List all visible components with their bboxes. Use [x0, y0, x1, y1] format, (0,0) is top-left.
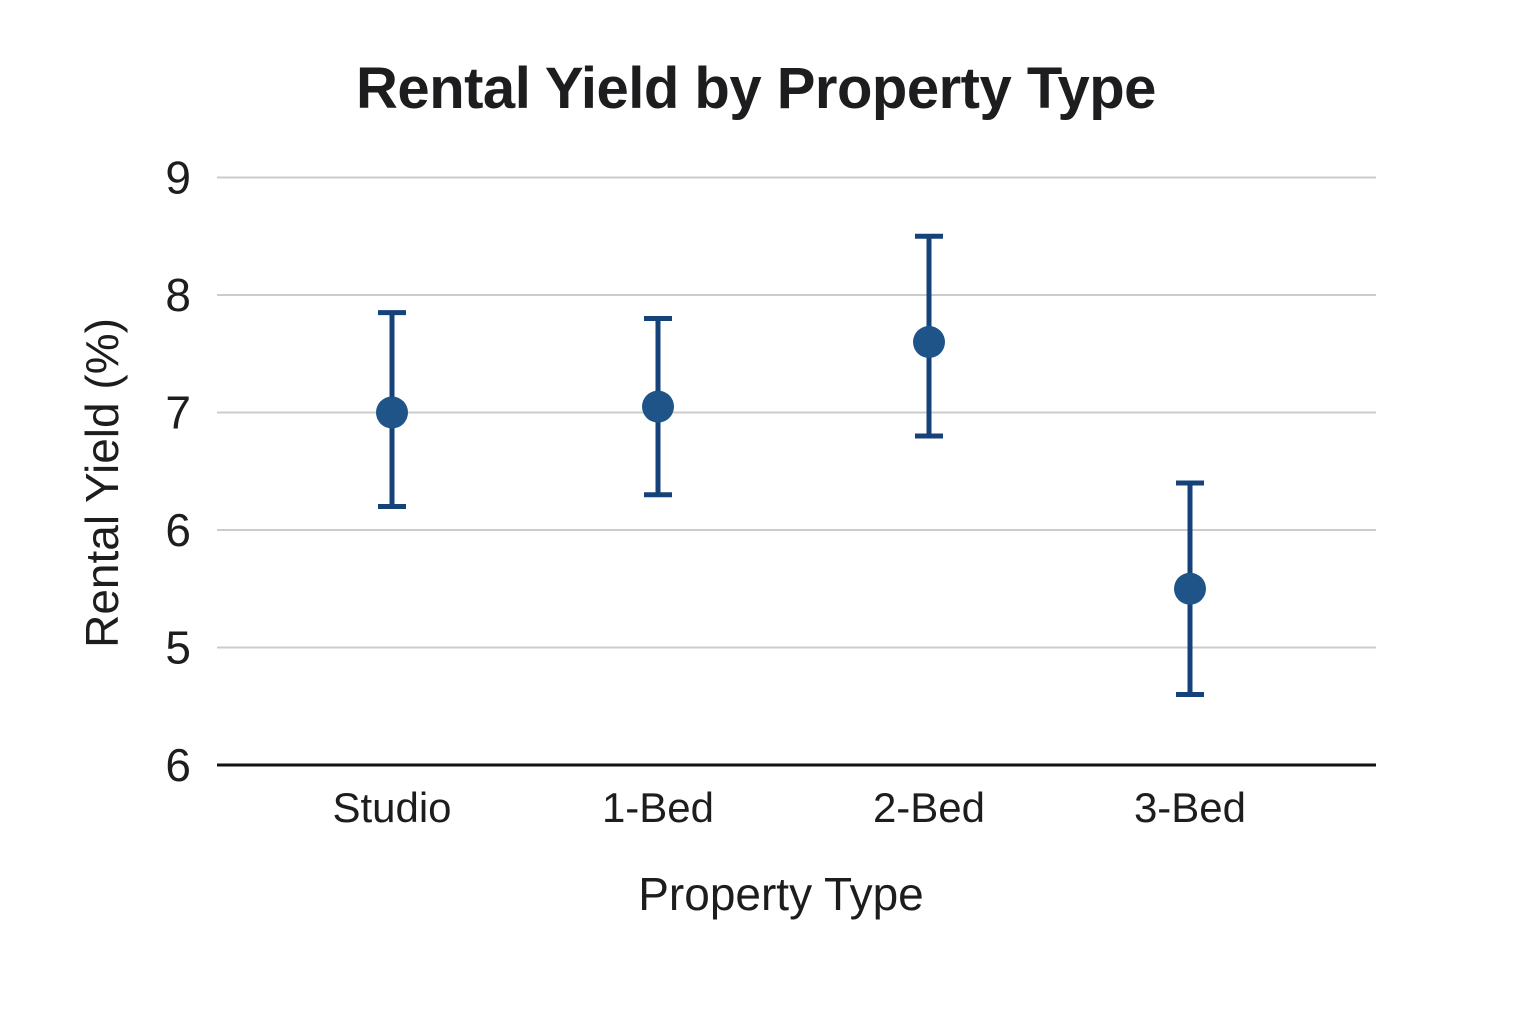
x-tick-label: 1-Bed	[602, 784, 714, 831]
x-tick-label: 2-Bed	[873, 784, 985, 831]
gridlines	[217, 176, 1376, 649]
data-point-marker	[913, 326, 945, 358]
x-tick-label: Studio	[332, 784, 451, 831]
y-axis-title: Rental Yield (%)	[76, 318, 128, 648]
error-bar-point	[642, 316, 674, 498]
data-point-marker	[1174, 572, 1206, 605]
error-bar-point	[1174, 480, 1206, 697]
error-bar-series	[376, 233, 1206, 697]
y-tick-label: 6	[165, 739, 191, 791]
y-tick-label: 9	[165, 152, 191, 204]
y-tick-label: 8	[165, 269, 191, 321]
data-point-marker	[376, 396, 408, 429]
x-tick-label: 3-Bed	[1134, 784, 1246, 831]
error-bar-point	[376, 310, 408, 509]
x-tick-labels: Studio 1-Bed 2-Bed 3-Bed	[332, 784, 1246, 831]
y-tick-label: 7	[165, 387, 191, 439]
data-point-marker	[642, 390, 674, 423]
x-axis-title: Property Type	[638, 868, 924, 920]
y-tick-label: 6	[165, 504, 191, 556]
error-bar-point	[913, 233, 945, 439]
y-tick-label: 5	[165, 622, 191, 674]
y-tick-labels: 9 8 7 6 5 6	[165, 152, 191, 791]
chart-title: Rental Yield by Property Type	[356, 56, 1156, 121]
